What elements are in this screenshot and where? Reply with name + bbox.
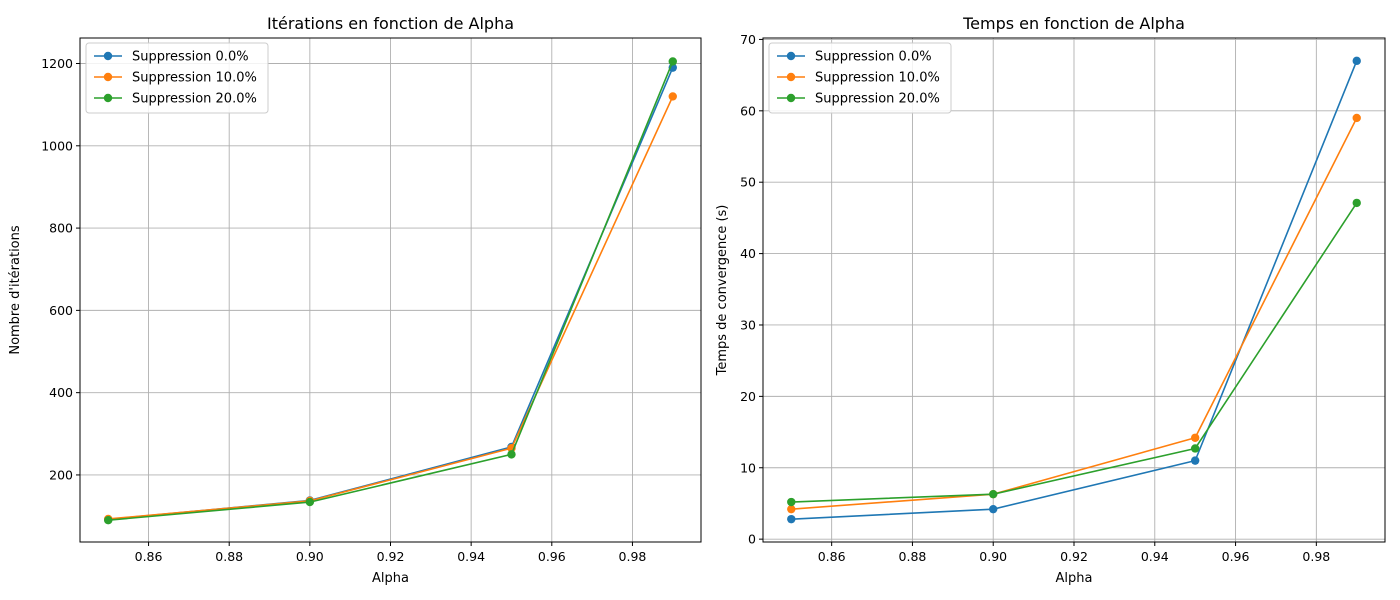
y-tick-label: 0 [748, 532, 756, 547]
series-line [108, 61, 674, 521]
data-point [1190, 433, 1200, 442]
y-tick-label: 1200 [41, 56, 73, 71]
series-line [791, 60, 1358, 520]
data-point [305, 497, 315, 507]
data-point [1352, 198, 1361, 208]
chart-iterations: 0.86 0.88 0.90 0.92 0.94 0.96 0.98 200 400 600 800… [8, 14, 702, 586]
data-point [989, 489, 998, 499]
legend-label: Suppression 20.0% [132, 92, 257, 107]
data-point [1352, 56, 1361, 66]
legend-label: Suppression 20.0% [815, 92, 940, 107]
data-point [1190, 456, 1200, 465]
y-tick-label: 800 [49, 221, 73, 236]
legend-marker [103, 51, 113, 61]
plot-frame [762, 37, 1386, 543]
y-axis-label: Nombre d'itérations [8, 225, 23, 355]
y-axis-label: Temps de convergence (s) [715, 205, 730, 377]
data-point [507, 450, 516, 459]
chart-title: Itérations en fonction de Alpha [267, 14, 514, 33]
x-axis-label: Alpha [1056, 571, 1093, 586]
series-line [791, 202, 1358, 503]
legend: Suppression 0.0% Suppression 10.0% Suppres… [768, 42, 952, 114]
series-line [791, 117, 1358, 510]
legend-label: Suppression 10.0% [815, 71, 940, 86]
legend-label: Suppression 0.0% [815, 50, 932, 65]
x-tick-label: 0.98 [1302, 549, 1330, 564]
x-tick-label: 0.88 [899, 549, 927, 564]
data-point [787, 504, 796, 514]
x-tick-label: 0.96 [538, 549, 566, 564]
x-tick-label: 0.86 [818, 549, 846, 564]
data-point [1190, 444, 1200, 453]
plot-frame [79, 37, 702, 543]
x-tick-label: 0.88 [215, 549, 243, 564]
data-point [668, 57, 677, 66]
data-point [668, 92, 677, 101]
y-tick-label: 1000 [41, 138, 73, 153]
y-tick-label: 10 [740, 460, 756, 475]
data-point [989, 504, 998, 514]
y-tick-label: 50 [740, 175, 756, 190]
x-tick-label: 0.94 [1141, 549, 1169, 564]
x-tick-label: 0.90 [296, 549, 324, 564]
chart-temps: 0.86 0.88 0.90 0.92 0.94 0.96 0.98 0 10 20 30 40 50 6… [715, 14, 1386, 586]
y-tick-label: 400 [49, 385, 73, 400]
legend-marker [103, 93, 113, 103]
legend-box [85, 42, 269, 114]
chart-title: Temps en fonction de Alpha [962, 14, 1185, 33]
legend-marker [786, 93, 796, 103]
y-tick-label: 30 [740, 317, 756, 332]
x-tick-label: 0.94 [457, 549, 485, 564]
y-tick-label: 600 [49, 303, 73, 318]
data-point [787, 514, 796, 524]
y-tick-label: 60 [740, 103, 756, 118]
x-tick-label: 0.96 [1222, 549, 1250, 564]
x-axis-label: Alpha [372, 571, 409, 586]
x-tick-label: 0.92 [1060, 549, 1088, 564]
x-tick-label: 0.90 [979, 549, 1007, 564]
x-tick-label: 0.92 [377, 549, 405, 564]
legend-box [768, 42, 952, 114]
data-point [1352, 113, 1361, 123]
legend-marker [103, 72, 113, 82]
y-tick-label: 20 [740, 389, 756, 404]
legend: Suppression 0.0% Suppression 10.0% Suppres… [85, 42, 269, 114]
legend-label: Suppression 10.0% [132, 71, 257, 86]
y-tick-label: 70 [740, 32, 756, 47]
legend-marker [786, 51, 796, 61]
legend-label: Suppression 0.0% [132, 50, 249, 65]
y-tick-label: 200 [49, 467, 73, 482]
x-tick-label: 0.98 [619, 549, 647, 564]
data-point [787, 497, 796, 507]
x-tick-label: 0.86 [135, 549, 163, 564]
y-tick-label: 40 [740, 246, 756, 261]
data-point [104, 515, 113, 525]
legend-marker [786, 72, 796, 82]
series-line [108, 96, 674, 520]
